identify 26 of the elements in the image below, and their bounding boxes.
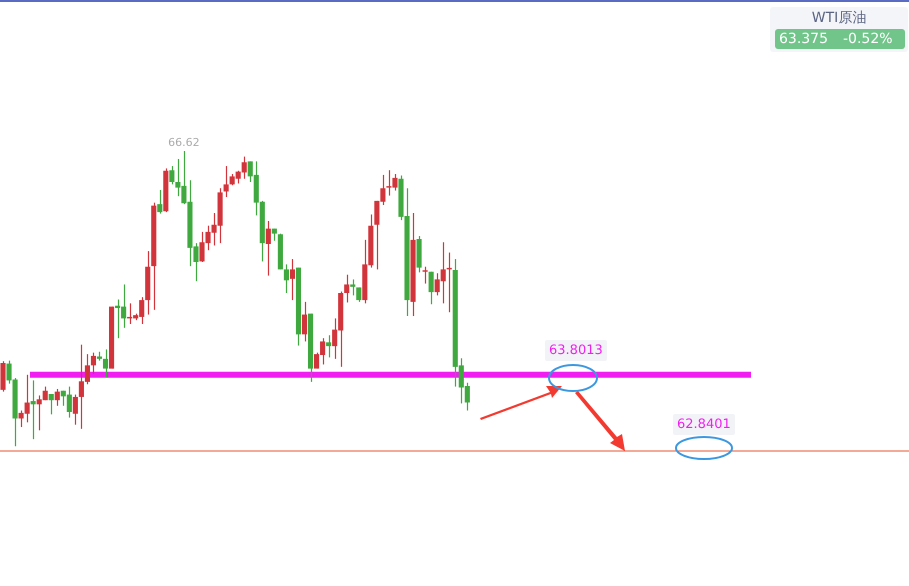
candlestick: [54, 388, 60, 406]
text: 63.375: [779, 30, 828, 49]
candlestick: [350, 278, 356, 296]
candlestick: [90, 352, 96, 375]
candlestick: [446, 252, 452, 313]
candlestick: [428, 271, 434, 305]
text: 63.8013: [545, 340, 607, 361]
candlestick: [302, 301, 308, 342]
candlestick: [290, 258, 296, 301]
candlestick: [72, 394, 78, 426]
candlestick: [344, 274, 350, 304]
candlestick: [48, 393, 54, 415]
text: -0.52%: [843, 30, 893, 49]
candlestick: [102, 348, 108, 378]
annotation: 66.62: [168, 136, 200, 149]
candlestick: [30, 380, 36, 440]
candlestick: [224, 165, 229, 198]
candlestick: [157, 189, 162, 214]
text: 62.8401: [673, 414, 735, 435]
candlestick: [422, 266, 428, 284]
candlestick: [272, 228, 277, 242]
candlestick: [169, 165, 174, 185]
text: WTI原油: [810, 9, 868, 27]
candlestick: [284, 264, 289, 294]
candlestick: [266, 220, 271, 276]
candlestick: [356, 286, 362, 302]
